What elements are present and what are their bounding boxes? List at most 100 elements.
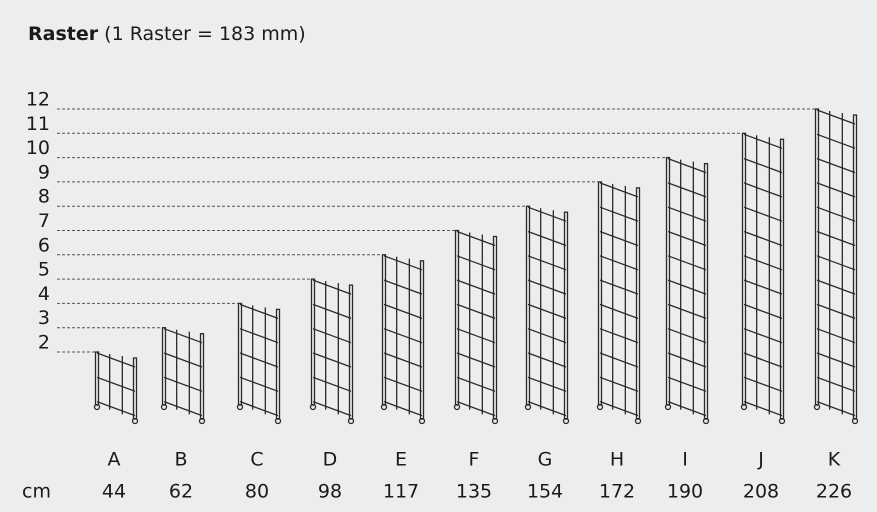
panel-foot	[347, 417, 355, 425]
panel-rung	[599, 400, 639, 417]
panel-label: C	[250, 449, 263, 471]
unit-label: cm	[22, 481, 51, 503]
panel-rung	[456, 376, 496, 392]
panel-cm: 62	[169, 481, 193, 503]
panel-rung	[743, 206, 783, 222]
panel-rung	[527, 376, 567, 392]
panel-foot	[93, 403, 101, 411]
panel-label: A	[108, 449, 121, 471]
panel-rung	[667, 206, 707, 222]
panel-rung	[743, 376, 783, 392]
panel-rung	[816, 376, 856, 392]
panel-rung	[239, 376, 279, 392]
panel-rung	[816, 206, 856, 222]
panel-post	[275, 308, 281, 420]
panel-rung	[456, 303, 496, 320]
panel-rung	[599, 303, 639, 320]
panel-post	[492, 235, 498, 420]
panel-foot	[813, 403, 821, 411]
panel-rung	[239, 328, 279, 344]
panel-rung	[816, 109, 856, 125]
panel-post	[525, 205, 531, 406]
panel-rung	[743, 279, 783, 295]
level-label: 7	[38, 210, 50, 232]
panel-post	[563, 211, 569, 420]
panel-post	[635, 187, 641, 420]
panel-rung	[383, 376, 423, 392]
panel-cm: 190	[667, 481, 703, 503]
panel-rung	[383, 303, 423, 320]
panel-foot	[309, 403, 317, 411]
panel-post	[779, 138, 785, 420]
panel-rung	[816, 400, 856, 417]
panel-label: E	[395, 449, 407, 471]
panel-rung	[163, 328, 203, 344]
panel-rung	[456, 352, 496, 368]
panel-rung	[743, 157, 783, 174]
panel-rung	[816, 157, 856, 174]
panel-rung	[599, 376, 639, 392]
panel-post	[814, 108, 820, 406]
panel-post	[597, 181, 603, 406]
panel-label: K	[828, 449, 841, 471]
panel-rung	[599, 182, 639, 198]
panel-rung	[667, 328, 707, 344]
panel-rung	[163, 376, 203, 392]
panel-foot	[562, 417, 570, 425]
panel-rung	[667, 352, 707, 368]
panel-foot	[160, 403, 168, 411]
panel-rung	[599, 328, 639, 344]
panel-foot	[274, 417, 282, 425]
panel-post	[237, 302, 243, 406]
panel-foot	[453, 403, 461, 411]
panel-rung	[456, 279, 496, 295]
panel-foot	[236, 403, 244, 411]
panel-rung	[816, 255, 856, 271]
panel-rung	[527, 328, 567, 344]
panel-rung	[743, 303, 783, 320]
panel-rung	[239, 352, 279, 368]
panel-rung	[667, 255, 707, 271]
panel-rung	[816, 352, 856, 368]
panel-rung	[667, 279, 707, 295]
panel-rung	[667, 157, 707, 174]
panel-rung	[667, 400, 707, 417]
panel-post	[852, 114, 858, 420]
level-label: 3	[38, 307, 50, 329]
panel-rung	[456, 230, 496, 247]
panel-post	[703, 162, 709, 420]
panel-post	[310, 278, 316, 406]
panel-cm: 80	[245, 481, 269, 503]
panel-rung	[816, 328, 856, 344]
panel-rung	[456, 328, 496, 344]
panel-rung	[667, 376, 707, 392]
panel-rung	[743, 400, 783, 417]
panel-rung	[527, 255, 567, 271]
panel-rung	[312, 400, 352, 417]
level-label: 2	[38, 332, 50, 354]
panel-post	[348, 284, 354, 420]
panel-rung	[312, 279, 352, 295]
panel-label: I	[682, 449, 688, 471]
panel-rung	[527, 279, 567, 295]
panel-foot	[380, 403, 388, 411]
panel-post	[419, 260, 425, 420]
panel-rung	[599, 230, 639, 247]
panel-cm: 226	[816, 481, 852, 503]
panel-foot	[131, 417, 139, 425]
panel-rung	[383, 279, 423, 295]
panel-foot	[418, 417, 426, 425]
panel-foot	[596, 403, 604, 411]
panel-rung	[527, 303, 567, 320]
level-label: 4	[38, 283, 50, 305]
panel-rung	[743, 182, 783, 198]
panel-rung	[96, 376, 136, 392]
title-main: Raster	[28, 23, 99, 45]
panel-label: D	[323, 449, 338, 471]
level-label: 5	[38, 259, 50, 281]
panel-foot	[634, 417, 642, 425]
panel-foot	[740, 403, 748, 411]
panel-rung	[527, 206, 567, 222]
panel-rung	[312, 352, 352, 368]
